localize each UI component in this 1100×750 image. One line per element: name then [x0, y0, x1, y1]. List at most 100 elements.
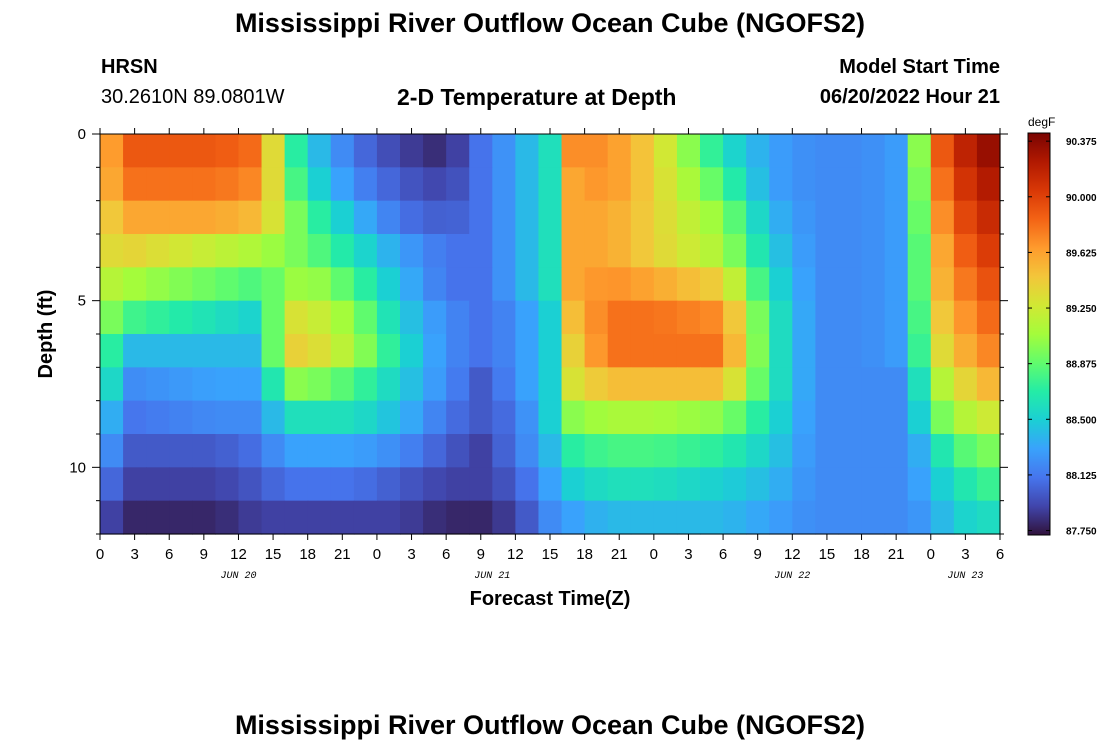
heatmap-cell	[376, 167, 401, 202]
heatmap-cell	[653, 200, 678, 235]
heatmap-cell	[100, 134, 124, 168]
heatmap-cell	[676, 267, 701, 302]
heatmap-cell	[538, 367, 563, 402]
heatmap-cell	[884, 434, 909, 468]
heatmap-cell	[769, 234, 793, 268]
heatmap-cell	[538, 167, 563, 202]
heatmap-cell	[284, 367, 309, 402]
heatmap-cell	[653, 334, 678, 368]
heatmap-cell	[261, 334, 286, 368]
heatmap-cell	[169, 334, 193, 368]
heatmap-cell	[607, 400, 632, 435]
x-date-label: JUN 20	[220, 571, 256, 582]
heatmap-cell	[700, 234, 724, 268]
heatmap-cell	[953, 500, 978, 535]
heatmap-cell	[838, 400, 863, 435]
heatmap-cell	[307, 234, 332, 268]
heatmap-cell	[146, 500, 170, 535]
heatmap-cell	[169, 434, 193, 468]
heatmap-cell	[238, 234, 263, 268]
heatmap-cell	[238, 134, 263, 168]
heatmap-cell	[561, 234, 586, 268]
y-axis-label: Depth (ft)	[35, 290, 57, 379]
heatmap-cell	[538, 267, 563, 302]
heatmap-cell	[861, 300, 886, 335]
heatmap-cell	[861, 267, 886, 302]
heatmap-cell	[261, 467, 286, 502]
heatmap-cell	[284, 334, 309, 368]
heatmap-cell	[723, 134, 747, 168]
heatmap-cell	[930, 367, 955, 402]
colorbar-tick-label: 89.250	[1066, 304, 1097, 315]
heatmap-cell	[607, 300, 632, 335]
heatmap-cell	[907, 434, 932, 468]
heatmap-cell	[746, 467, 770, 502]
heatmap-cell	[446, 300, 470, 335]
heatmap-cell	[169, 134, 193, 168]
heatmap-cell	[446, 234, 470, 268]
heatmap-cell	[884, 367, 909, 402]
heatmap-cell	[307, 367, 332, 402]
model-start-value: 06/20/2022 Hour 21	[819, 86, 1000, 108]
heatmap-cell	[492, 467, 516, 502]
heatmap-cell	[676, 367, 701, 402]
x-tick-label: 0	[96, 546, 104, 563]
heatmap-cell	[653, 267, 678, 302]
heatmap-cell	[907, 500, 932, 535]
heatmap-cell	[353, 134, 378, 168]
heatmap-cell	[469, 334, 493, 368]
heatmap-cell	[630, 300, 655, 335]
heatmap-cell	[100, 267, 124, 302]
heatmap-cell	[584, 467, 609, 502]
heatmap-cell	[515, 300, 540, 335]
heatmap-cell	[215, 500, 240, 535]
heatmap-cell	[446, 467, 470, 502]
heatmap-cell	[307, 300, 332, 335]
heatmap-cell	[584, 434, 609, 468]
heatmap-cell	[653, 467, 678, 502]
heatmap-cell	[284, 267, 309, 302]
y-tick-label: 10	[69, 459, 86, 476]
heatmap-cell	[561, 200, 586, 235]
heatmap-cell	[376, 267, 401, 302]
colorbar-scale	[1027, 132, 1051, 536]
heatmap-cell	[907, 200, 932, 235]
heatmap-cell	[215, 367, 240, 402]
heatmap-cell	[561, 467, 586, 502]
heatmap-cell	[676, 500, 701, 535]
heatmap-cell	[700, 334, 724, 368]
heatmap-cell	[123, 467, 147, 502]
heatmap-cell	[423, 367, 447, 402]
heatmap-cell	[815, 134, 840, 168]
heatmap-cell	[192, 167, 216, 202]
heatmap-cell	[146, 400, 170, 435]
heatmap-cell	[723, 500, 747, 535]
heatmap-cell	[561, 267, 586, 302]
heatmap-cell	[307, 167, 332, 202]
heatmap-cell	[769, 300, 793, 335]
heatmap-cell	[400, 167, 424, 202]
heatmap-cell	[930, 334, 955, 368]
heatmap-cell	[676, 167, 701, 202]
heatmap-cell	[100, 500, 124, 535]
x-tick-label: 15	[819, 546, 836, 563]
heatmap-cell	[792, 234, 816, 268]
heatmap-cell	[792, 434, 816, 468]
heatmap-cell	[330, 200, 355, 235]
heatmap-cell	[469, 167, 493, 202]
heatmap-cell	[446, 334, 470, 368]
heatmap-cell	[584, 500, 609, 535]
heatmap-cell	[630, 267, 655, 302]
heatmap-cell	[284, 167, 309, 202]
heatmap-cell	[307, 200, 332, 235]
heatmap-cell	[492, 400, 516, 435]
heatmap-cell	[769, 400, 793, 435]
heatmap-cell	[676, 334, 701, 368]
heatmap-cell	[446, 400, 470, 435]
heatmap-cell	[653, 300, 678, 335]
heatmap-cell	[815, 334, 840, 368]
heatmap-cell	[815, 467, 840, 502]
heatmap-cell	[446, 134, 470, 168]
heatmap-cell	[100, 400, 124, 435]
footer-title: Mississippi River Outflow Ocean Cube (NG…	[234, 710, 866, 740]
